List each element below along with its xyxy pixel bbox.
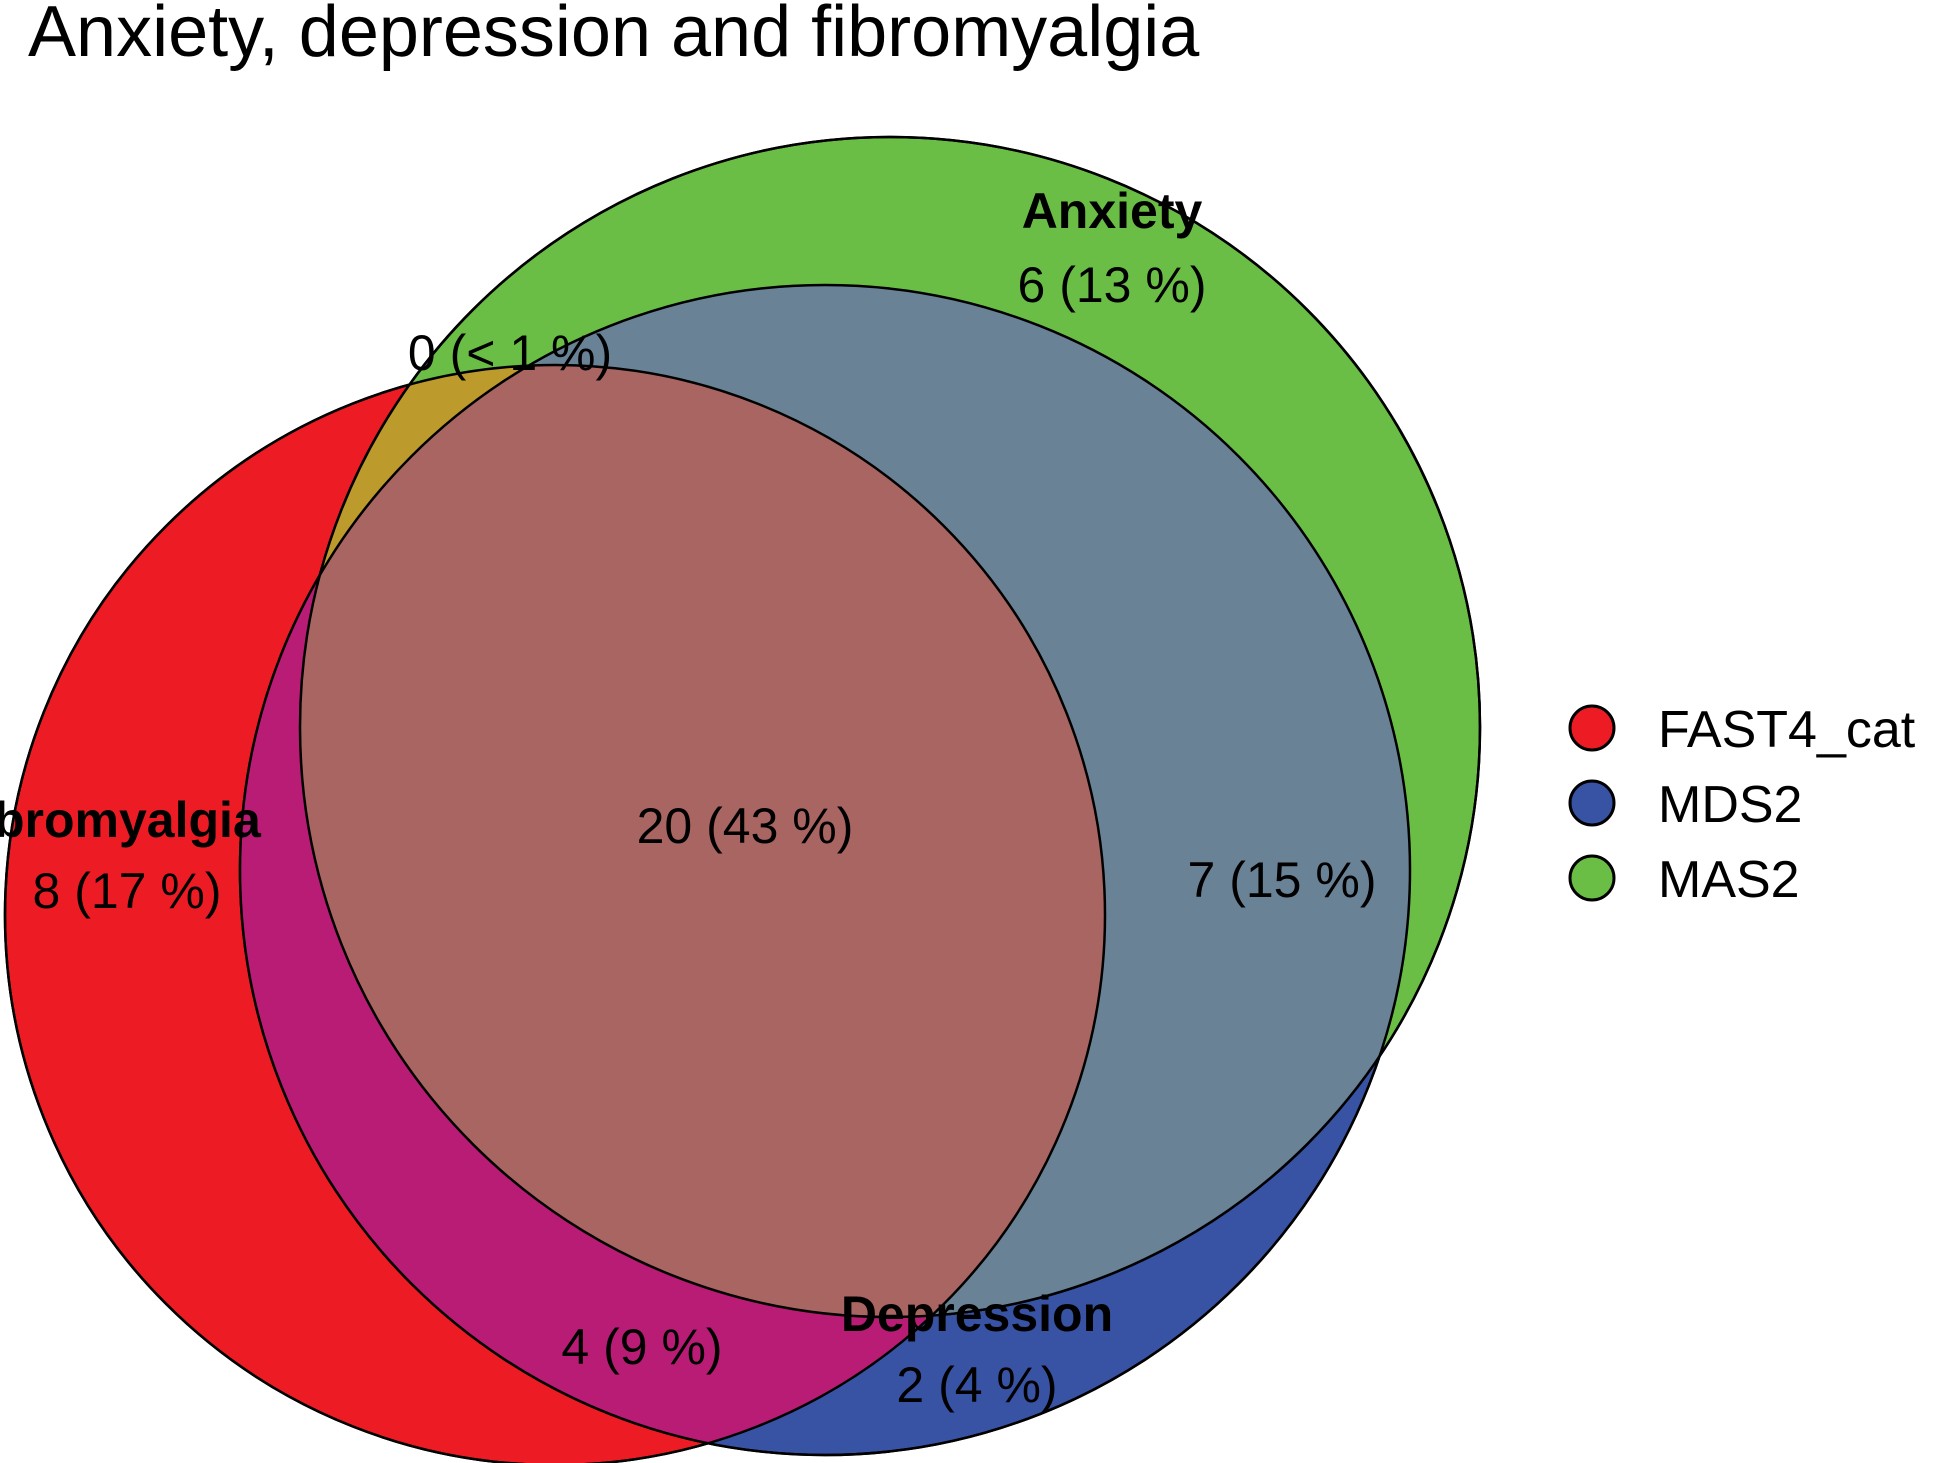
chart-title: Anxiety, depression and fibromyalgia: [28, 0, 1200, 72]
anxiety-only-count: 6 (13 %): [1018, 257, 1207, 313]
depression-set-name: Depression: [841, 1286, 1113, 1342]
legend-label-mds2: MDS2: [1658, 776, 1802, 834]
depression-anxiety-count: 7 (15 %): [1188, 852, 1377, 908]
legend-label-mas2: MAS2: [1658, 851, 1800, 909]
depression-only-count: 2 (4 %): [896, 1357, 1057, 1413]
fibromyalgia-anxiety-count: 0 (< 1 %): [408, 325, 612, 381]
fibromyalgia-outline: [3, 363, 1107, 1463]
fibromyalgia-set-name: bromyalgia: [0, 792, 262, 848]
legend-swatch-fast4-cat: [1568, 704, 1616, 752]
legend-swatch-mas2: [1568, 854, 1616, 902]
legend: FAST4_cat MDS2 MAS2: [1568, 701, 1916, 909]
fibromyalgia-depression-count: 4 (9 %): [561, 1319, 722, 1375]
all-three-count: 20 (43 %): [637, 798, 854, 854]
depression-outline: [238, 283, 1412, 1457]
anxiety-outline: [298, 135, 1482, 1319]
anxiety-set-name: Anxiety: [1022, 183, 1203, 239]
fibromyalgia-only-count: 8 (17 %): [33, 863, 222, 919]
legend-swatch-mds2: [1568, 779, 1616, 827]
legend-label-fast4-cat: FAST4_cat: [1658, 701, 1916, 759]
